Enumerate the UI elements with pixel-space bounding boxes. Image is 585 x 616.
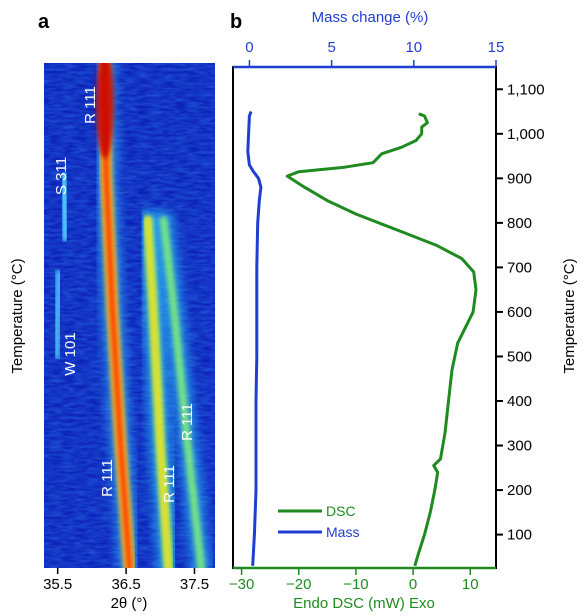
temperature-axis-label: Temperature (°C) xyxy=(561,258,578,373)
heatmap-peak-labels: R 111 S 311 W 101 R 111 R 111 R 111 xyxy=(53,86,196,503)
temperature-axis-tick-label: 700 xyxy=(507,259,532,276)
panel-b-letter: b xyxy=(230,11,242,33)
dsc-axis-tick-label: −20 xyxy=(286,576,311,593)
heatmap-x-axis: 35.5 36.5 37.5 xyxy=(43,568,209,593)
legend-dsc-label: DSC xyxy=(326,503,356,519)
dsc-plot-frame xyxy=(232,66,497,569)
heatmap-peak-label: W 101 xyxy=(62,332,79,375)
heatmap-x-tick-label: 37.5 xyxy=(180,576,209,593)
heatmap-peak-label: R 111 xyxy=(179,403,196,441)
dsc-axis-tick-label: −30 xyxy=(229,576,254,593)
heatmap-x-label: 2θ (°) xyxy=(111,595,148,612)
temperature-axis-tick-label: 500 xyxy=(507,348,532,365)
temperature-axis-tick-label: 400 xyxy=(507,393,532,410)
dsc-axis-tick-label: −10 xyxy=(343,576,368,593)
panel-a-letter: a xyxy=(38,11,50,33)
dsc-axis-label: Endo DSC (mW) Exo xyxy=(293,595,435,612)
temperature-axis-tick-label: 600 xyxy=(507,304,532,321)
heatmap-peak-label: R 111 xyxy=(99,459,116,497)
temperature-axis-tick-label: 300 xyxy=(507,438,532,455)
temperature-axis-tick-label: 100 xyxy=(507,527,532,544)
mass-axis-label: Mass change (%) xyxy=(312,9,429,26)
mass-axis-tick-label: 0 xyxy=(245,39,253,56)
dsc-panel: Mass change (%) 0 5 10 15 −30 −20 −10 0 10 100 2… xyxy=(229,9,578,612)
temperature-axis-tick-label: 1,100 xyxy=(507,81,545,98)
heatmap-y-label: Temperature (°C) xyxy=(9,258,26,373)
dsc-axis: −30 −20 −10 0 10 xyxy=(229,568,479,593)
heatmap-peak-4-layer-1 xyxy=(159,216,206,568)
heatmap-x-tick-label: 36.5 xyxy=(111,576,140,593)
heatmap-peak-2-layer-1 xyxy=(52,270,63,359)
legend-mass-label: Mass xyxy=(326,524,359,540)
temperature-axis-tick-label: 200 xyxy=(507,482,532,499)
heatmap-hot-spot xyxy=(95,63,114,159)
heatmap-peak-label: S 311 xyxy=(53,157,70,195)
dsc-axis-tick-label: 0 xyxy=(409,576,417,593)
mass-axis-tick-label: 5 xyxy=(327,39,335,56)
heatmap-peak-label: R 111 xyxy=(161,465,178,503)
dsc-axis-tick-label: 10 xyxy=(462,576,479,593)
heatmap-peak-label: R 111 xyxy=(82,86,99,124)
heatmap-peak-1-layer-1 xyxy=(59,171,70,242)
heatmap-x-tick-label: 35.5 xyxy=(43,576,72,593)
heatmap-peaks xyxy=(48,63,212,568)
heatmap-peak-3-layer-2 xyxy=(146,218,171,568)
mass-axis-tick-label: 10 xyxy=(405,39,422,56)
temperature-axis-tick-label: 1,000 xyxy=(507,126,545,143)
mass-axis: 0 5 10 15 xyxy=(245,39,504,67)
dsc-series-line xyxy=(285,112,478,567)
temperature-axis-tick-label: 900 xyxy=(507,170,532,187)
temperature-axis-tick-label: 800 xyxy=(507,215,532,232)
mass-axis-tick-label: 15 xyxy=(488,39,505,56)
temperature-axis: 100 200 300 400 500 600 700 800 900 1,000 1,100 xyxy=(496,81,545,544)
mass-series-line xyxy=(246,110,263,566)
legend: DSC Mass xyxy=(278,503,359,540)
